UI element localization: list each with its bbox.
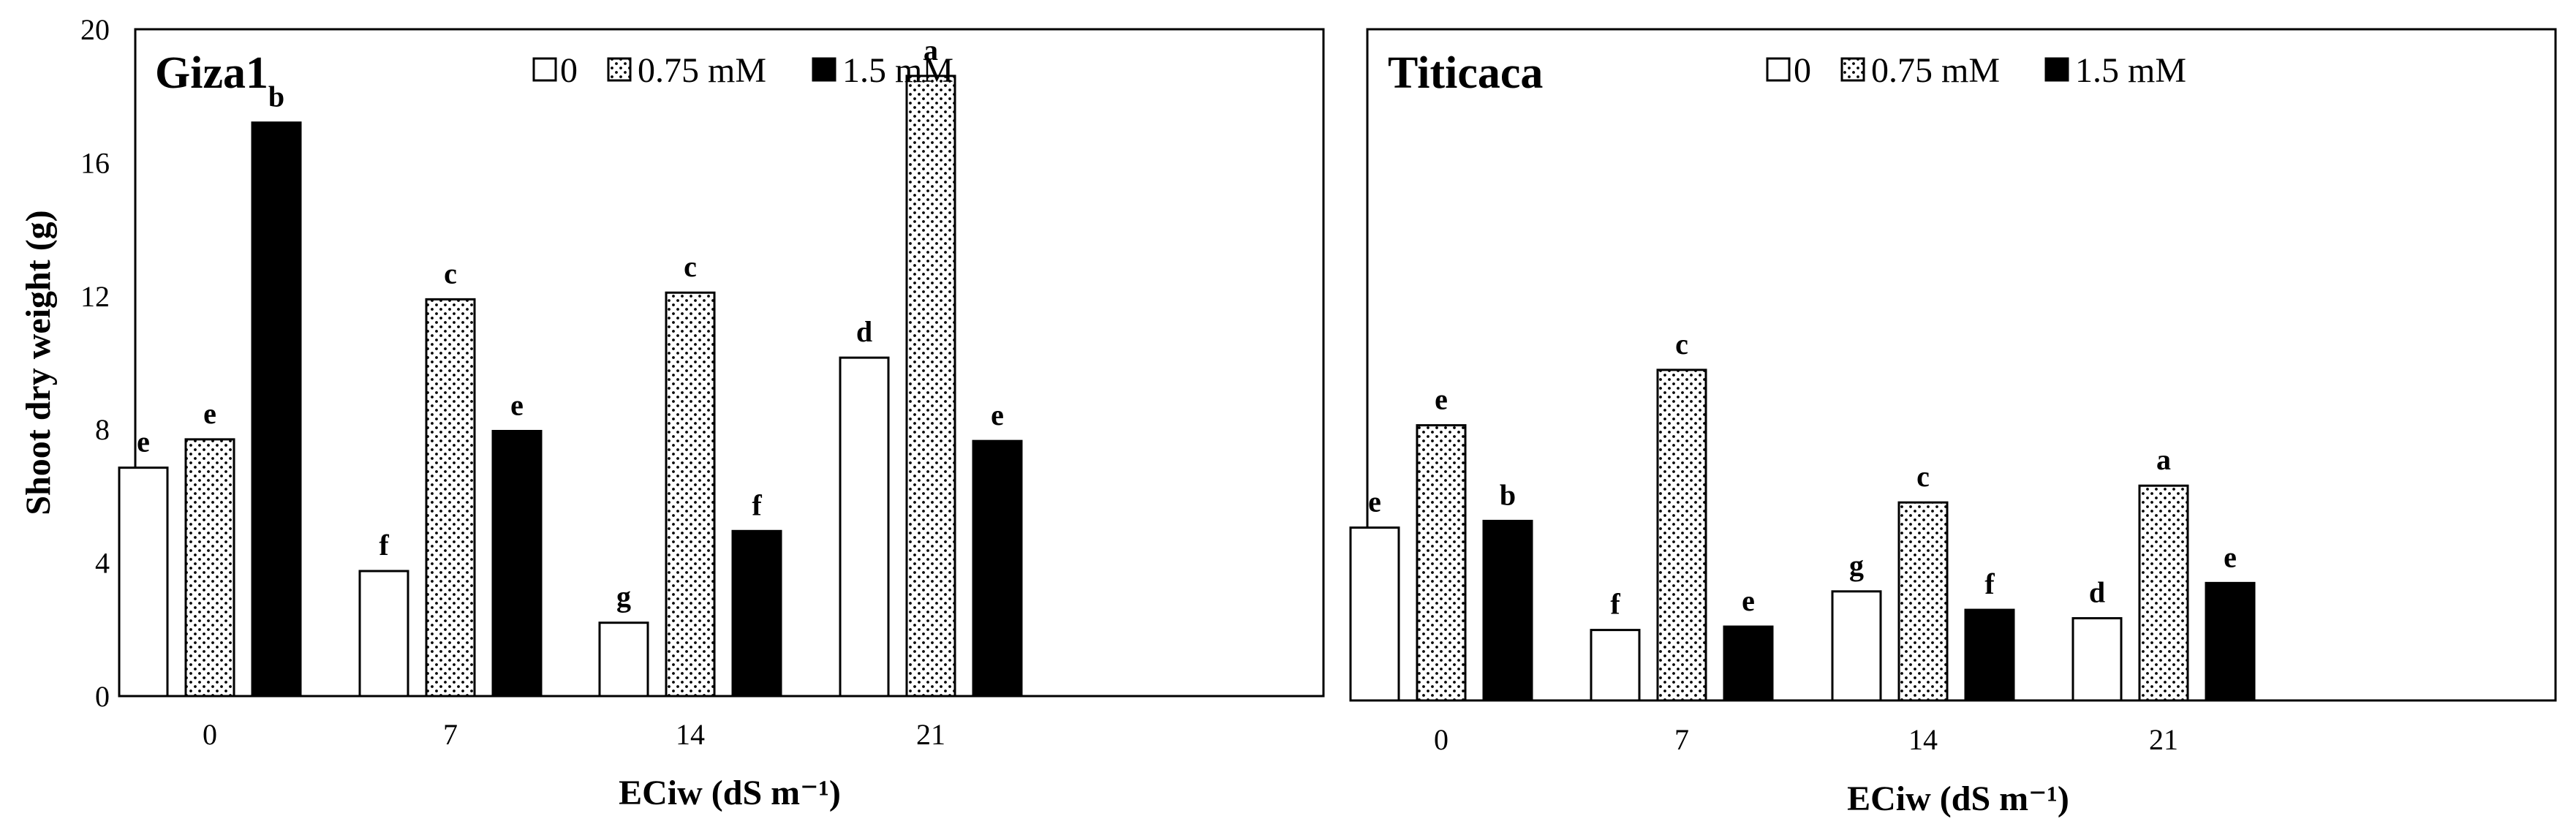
- bar-control: [1590, 629, 1641, 702]
- significance-letter: b: [268, 80, 284, 113]
- significance-letter: g: [1849, 549, 1864, 582]
- bar-15mm: [491, 429, 543, 698]
- y-tick-label: 20: [80, 13, 110, 46]
- significance-letter: g: [616, 581, 631, 613]
- bar-075mm: [1656, 369, 1707, 702]
- significance-letter: c: [1916, 460, 1930, 493]
- x-tick-label: 0: [203, 718, 217, 751]
- significance-letter: e: [991, 398, 1004, 431]
- significance-letter: b: [1500, 478, 1516, 511]
- bar-15mm: [972, 439, 1023, 698]
- significance-letter: e: [137, 426, 150, 458]
- significance-letter: e: [203, 397, 216, 430]
- bars: e f g d e c c a b e f e: [118, 34, 1023, 698]
- significance-letter: e: [510, 388, 524, 421]
- bar-075mm: [2138, 484, 2189, 702]
- panel-giza1: Giza1 Shoot dry weight (g) ECiw (dS m⁻¹)…: [19, 13, 1325, 812]
- panel-titicaca: Titicaca ECiw (dS m⁻¹) 0 7 14 21 efgdeccabe…: [1349, 28, 2557, 818]
- x-tick-label: 7: [443, 718, 458, 751]
- y-tick-label: 16: [80, 146, 110, 179]
- significance-letter: d: [2089, 576, 2105, 609]
- significance-letter: f: [379, 529, 389, 562]
- y-tick-label: 8: [95, 413, 110, 446]
- significance-letter: c: [684, 250, 697, 283]
- x-axis-title: ECiw (dS m⁻¹): [1847, 779, 2069, 818]
- y-tick-label: 0: [95, 680, 110, 713]
- legend-label-0: 0: [560, 51, 578, 90]
- bar-15mm: [2205, 581, 2256, 702]
- bar-075mm: [184, 438, 235, 698]
- significance-letter: a: [923, 34, 938, 67]
- legend-swatch-2: [2044, 57, 2069, 82]
- x-tick-label: 21: [916, 718, 945, 751]
- bar-15mm: [1482, 519, 1533, 702]
- bar-control: [358, 570, 409, 698]
- y-tick-label: 12: [80, 280, 110, 313]
- significance-letter: f: [1610, 588, 1620, 621]
- significance-letter: e: [1435, 383, 1448, 416]
- bar-control: [2071, 617, 2123, 702]
- legend-swatch-2: [812, 57, 836, 82]
- legend: 0 0.75 mM 1.5 mM: [532, 51, 953, 90]
- legend-label-2: 1.5 mM: [842, 51, 953, 90]
- legend-label-0: 0: [1794, 51, 1811, 90]
- x-tick-label: 7: [1674, 723, 1689, 756]
- bar-15mm: [1723, 625, 1774, 702]
- bar-control: [598, 621, 649, 698]
- bar-15mm: [1964, 608, 2015, 702]
- legend-swatch-0: [532, 57, 557, 82]
- x-tick-label: 21: [2149, 723, 2178, 756]
- significance-letter: f: [752, 488, 762, 521]
- bar-control: [839, 356, 890, 698]
- x-tick-label: 0: [1434, 723, 1448, 756]
- legend-label-1: 0.75 mM: [1871, 51, 2000, 90]
- legend-swatch-1: [1840, 57, 1865, 82]
- x-tick-label: 14: [676, 718, 705, 751]
- panel-title: Titicaca: [1388, 48, 1543, 98]
- bar-control: [118, 466, 169, 698]
- legend: 0 0.75 mM 1.5 mM: [1766, 51, 2186, 90]
- x-ticks: 0 7 14 21: [203, 718, 945, 751]
- bar-075mm: [905, 75, 956, 698]
- significance-letter: f: [1984, 567, 1995, 600]
- bars: e f g d e c c a b e f e: [1349, 328, 2256, 702]
- x-ticks: 0 7 14 21: [1434, 723, 2178, 756]
- significance-letter: d: [856, 315, 872, 348]
- bar-075mm: [1897, 501, 1949, 702]
- legend-swatch-1: [607, 57, 632, 82]
- legend-label-1: 0.75 mM: [638, 51, 766, 90]
- x-tick-label: 14: [1908, 723, 1938, 756]
- bar-15mm: [731, 529, 782, 698]
- legend-swatch-0: [1766, 57, 1791, 82]
- y-ticks: 0 4 8 12 16 20: [80, 13, 110, 713]
- plot-frame: [134, 28, 1325, 698]
- significance-letter: c: [1675, 328, 1688, 360]
- legend-label-2: 1.5 mM: [2075, 51, 2186, 90]
- panel-title: Giza1: [155, 48, 268, 98]
- bar-control: [1831, 590, 1882, 702]
- significance-letter: e: [1742, 584, 1755, 617]
- bar-15mm: [251, 121, 302, 698]
- plot-frame: [1366, 28, 2557, 702]
- bar-075mm: [1416, 424, 1467, 702]
- bar-075mm: [665, 291, 716, 698]
- significance-letter: a: [2156, 443, 2171, 476]
- significance-letter: e: [2224, 540, 2237, 573]
- y-axis-title: Shoot dry weight (g): [19, 210, 58, 515]
- significance-letter: c: [444, 257, 457, 290]
- significance-letter: e: [1368, 485, 1381, 518]
- y-tick-label: 4: [95, 547, 110, 580]
- bar-075mm: [425, 298, 476, 698]
- bar-control: [1349, 526, 1400, 702]
- x-axis-title: ECiw (dS m⁻¹): [619, 774, 841, 812]
